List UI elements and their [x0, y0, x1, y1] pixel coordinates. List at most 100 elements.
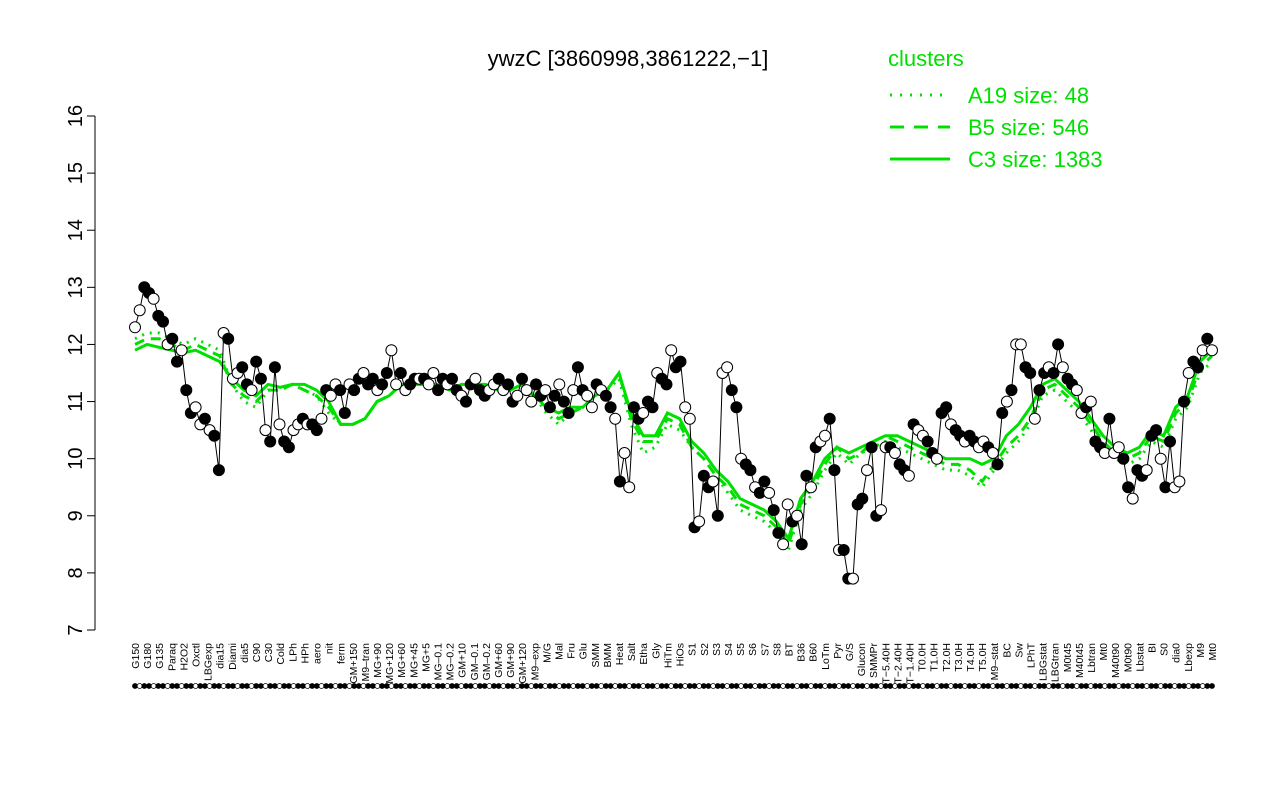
x-sample-marker: [766, 683, 772, 689]
x-sample-marker: [1115, 683, 1122, 689]
x-sample-marker: [486, 683, 493, 689]
x-tick-label: GM–0.2: [481, 643, 493, 681]
x-tick-label: T0.0H: [917, 643, 929, 672]
x-tick-label: GM+150: [348, 643, 360, 684]
x-sample-marker: [1129, 683, 1136, 689]
x-tick-label: B36: [796, 643, 808, 662]
x-sample-marker: [784, 683, 791, 689]
x-sample-marker: [635, 683, 642, 689]
x-tick-label: Etha: [638, 643, 650, 665]
x-tick-label: BMM: [602, 643, 614, 668]
x-sample-marker: [318, 683, 325, 689]
data-point: [707, 475, 720, 488]
data-point: [679, 401, 692, 414]
data-point: [665, 344, 678, 357]
x-sample-marker: [290, 683, 297, 689]
data-point: [208, 429, 221, 442]
x-sample-marker: [1083, 683, 1090, 689]
x-sample-marker: [682, 683, 689, 689]
x-sample-marker: [1153, 683, 1159, 689]
x-sample-marker: [1199, 683, 1206, 689]
data-point: [889, 447, 901, 459]
data-point: [902, 469, 915, 482]
data-point: [1164, 435, 1176, 448]
data-point: [1126, 492, 1139, 505]
y-tick-label: 7: [65, 624, 87, 635]
x-tick-label: Cold: [275, 643, 287, 665]
data-point: [264, 435, 277, 448]
x-tick-label: M0t45: [1062, 643, 1074, 672]
data-point: [212, 464, 225, 477]
data-point: [725, 384, 738, 397]
x-sample-marker: [1101, 683, 1108, 689]
x-tick-label: MG+120: [384, 643, 396, 684]
data-point: [432, 384, 445, 397]
x-sample-marker: [1195, 683, 1201, 689]
x-tick-label: Lbexp: [1183, 643, 1195, 672]
data-point: [996, 407, 1009, 419]
data-point: [744, 464, 757, 477]
x-tick-label: S3: [711, 643, 723, 656]
data-point: [157, 315, 169, 328]
x-sample-marker: [1106, 683, 1113, 689]
x-sample-marker: [146, 683, 152, 689]
data-point: [516, 372, 528, 385]
x-sample-marker: [346, 683, 353, 689]
x-sample-marker: [1073, 683, 1080, 689]
data-point: [986, 447, 999, 459]
x-sample-marker: [700, 683, 707, 689]
x-sample-marker: [1092, 683, 1099, 689]
x-sample-marker: [505, 683, 511, 689]
x-tick-label: dia5: [239, 643, 251, 663]
data-point: [492, 372, 505, 385]
x-sample-marker: [938, 683, 945, 689]
x-sample-marker: [803, 683, 810, 689]
x-sample-marker: [453, 683, 460, 689]
x-sample-marker: [789, 683, 796, 689]
data-point: [539, 384, 552, 397]
x-tick-label: LoTm: [820, 643, 832, 670]
x-sample-marker: [449, 683, 455, 689]
x-tick-label: S8: [771, 643, 783, 656]
x-tick-label: M9–tran: [360, 643, 372, 682]
x-sample-marker: [929, 683, 936, 689]
x-sample-marker: [1045, 683, 1052, 689]
x-sample-marker: [817, 683, 824, 689]
x-sample-marker: [1041, 683, 1048, 689]
x-sample-marker: [230, 683, 236, 689]
data-point: [697, 469, 710, 482]
x-sample-marker: [183, 683, 190, 689]
data-point: [1173, 475, 1186, 488]
x-sample-marker: [253, 683, 260, 689]
data-point: [175, 344, 188, 357]
x-tick-label: S0: [1159, 643, 1171, 656]
data-point: [837, 544, 850, 556]
legend-title: clusters: [888, 46, 964, 71]
x-tick-label: S6: [747, 643, 759, 656]
data-point: [795, 538, 808, 551]
x-sample-marker: [500, 683, 507, 689]
legend-label-a19: A19 size: 48: [968, 83, 1089, 108]
data-point: [129, 321, 141, 334]
x-tick-label: Mt0: [1098, 643, 1110, 661]
y-tick-label: 10: [65, 448, 87, 470]
y-tick-label: 14: [65, 219, 87, 241]
data-point: [940, 401, 953, 414]
data-point: [282, 441, 295, 454]
data-point: [198, 412, 211, 425]
x-sample-marker: [309, 683, 316, 689]
data-point: [627, 401, 640, 414]
data-point: [660, 378, 673, 391]
x-sample-marker: [831, 683, 838, 689]
x-sample-marker: [584, 683, 591, 689]
x-sample-marker: [1055, 683, 1062, 689]
x-tick-label: Salt: [626, 643, 638, 661]
x-sample-marker: [696, 683, 703, 689]
chart-title: ywzC [3860998,3861222,−1]: [488, 46, 769, 71]
x-sample-marker: [859, 683, 866, 689]
x-sample-marker: [1111, 683, 1117, 689]
x-sample-marker: [519, 683, 525, 689]
data-point: [921, 435, 934, 448]
data-point: [250, 355, 263, 368]
data-point: [875, 504, 887, 517]
